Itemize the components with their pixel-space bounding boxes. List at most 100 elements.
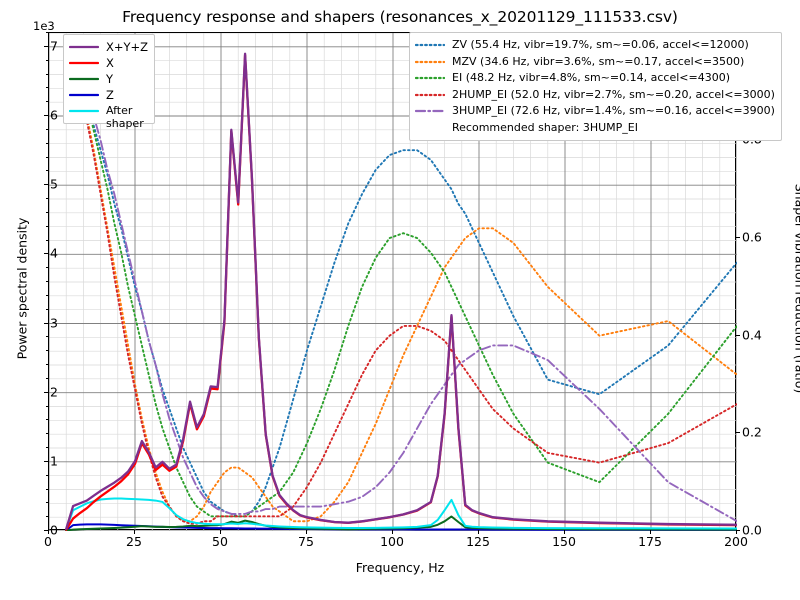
legend-item-zv[interactable]: ZV (55.4 Hz, vibr=19.7%, sm~=0.06, accel…	[415, 37, 775, 54]
y-right-tick-mark	[736, 530, 740, 531]
legend-key-icon	[69, 39, 99, 55]
legend-item-label: Z	[106, 88, 114, 102]
y-left-tick-mark	[44, 322, 48, 324]
y-left-minor-tick	[45, 170, 48, 172]
y-left-tick-label: 1	[50, 453, 58, 469]
legend-item-ei[interactable]: EI (48.2 Hz, vibr=4.8%, sm~=0.14, accel<…	[415, 70, 775, 87]
y-axis-left-label: Power spectral density	[14, 217, 30, 360]
legend-item-label: 2HUMP_EI (52.0 Hz, vibr=2.7%, sm~=0.20, …	[452, 87, 775, 101]
legend-shapers: ZV (55.4 Hz, vibr=19.7%, sm~=0.06, accel…	[409, 32, 782, 141]
y-left-minor-tick	[45, 433, 48, 435]
y-left-tick-mark	[44, 184, 48, 186]
y-left-minor-tick	[45, 156, 48, 158]
legend-key-icon	[415, 54, 445, 70]
y-right-tick-mark	[736, 237, 740, 239]
y-left-tick-mark	[44, 460, 48, 462]
y-left-tick-mark	[44, 391, 48, 393]
y-left-minor-tick	[45, 516, 48, 518]
legend-line-sample	[69, 61, 99, 65]
legend-item-label: After shaper	[106, 104, 144, 130]
legend-line-sample	[69, 45, 99, 49]
legend-item-label: Y	[106, 72, 114, 86]
legend-item-3hump_ei[interactable]: 3HUMP_EI (72.6 Hz, vibr=1.4%, sm~=0.16, …	[415, 103, 775, 120]
legend-key-icon	[415, 87, 445, 103]
curve-after-shaper	[65, 497, 737, 531]
x-tick-mark	[220, 530, 221, 534]
legend-key-icon	[69, 87, 99, 103]
y-left-minor-tick	[45, 267, 48, 269]
y-left-tick-label: 2	[50, 384, 58, 400]
x-tick-mark	[134, 530, 135, 534]
recommended-shaper-text: Recommended shaper: 3HUMP_EI	[452, 120, 638, 134]
x-tick-label: 100	[380, 534, 404, 549]
legend-item-label: 3HUMP_EI (72.6 Hz, vibr=1.4%, sm~=0.16, …	[452, 104, 775, 118]
y-left-tick-mark	[44, 253, 48, 255]
y-left-minor-tick	[45, 336, 48, 338]
y-left-tick-label: 4	[50, 245, 58, 261]
y-left-minor-tick	[45, 32, 48, 33]
y-left-minor-tick	[45, 364, 48, 365]
y-right-tick-label: 0.2	[742, 424, 762, 440]
y-left-tick-label: 7	[50, 38, 58, 54]
curve-z	[65, 523, 737, 531]
legend-item-after[interactable]: After shaper	[69, 103, 148, 130]
legend-response-traces: X+Y+Z X Y Z After shaper	[63, 34, 156, 130]
y-left-minor-tick	[45, 128, 48, 130]
legend-item-x[interactable]: X	[69, 55, 148, 71]
y-left-minor-tick	[45, 225, 48, 227]
y-left-tick-label: 5	[50, 176, 58, 192]
x-tick-label: 75	[298, 534, 314, 549]
legend-item-label: MZV (34.6 Hz, vibr=3.6%, sm~=0.17, accel…	[452, 54, 745, 68]
y-left-minor-tick	[45, 377, 48, 379]
legend-key-icon	[69, 71, 99, 87]
chart-title: Frequency response and shapers (resonanc…	[122, 8, 678, 26]
y-left-tick-label: 6	[50, 107, 58, 123]
y-axis-exponent-label: 1e3	[33, 19, 55, 33]
legend-item-y[interactable]: Y	[69, 71, 148, 87]
y-left-minor-tick	[45, 211, 48, 213]
curve-mzv	[65, 41, 737, 523]
y-right-tick-mark	[736, 432, 740, 434]
legend-item-2hump_ei[interactable]: 2HUMP_EI (52.0 Hz, vibr=2.7%, sm~=0.20, …	[415, 87, 775, 104]
y-left-tick-mark	[44, 45, 48, 47]
x-tick-label: 150	[552, 534, 576, 549]
legend-key-icon	[69, 55, 99, 71]
y-left-minor-tick	[45, 447, 48, 448]
legend-key-icon	[69, 103, 99, 119]
x-axis-label: Frequency, Hz	[355, 560, 445, 575]
x-tick-label: 125	[466, 534, 490, 549]
y-left-minor-tick	[45, 198, 48, 199]
y-left-minor-tick	[45, 419, 48, 421]
x-tick-mark	[650, 530, 651, 534]
y-left-tick-label: 3	[50, 315, 58, 330]
legend-line-sample	[415, 93, 445, 96]
legend-line-sample	[415, 43, 445, 47]
y-left-minor-tick	[45, 308, 48, 310]
legend-item-z[interactable]: Z	[69, 87, 148, 103]
y-left-minor-tick	[45, 474, 48, 476]
y-left-minor-tick	[45, 239, 48, 241]
y-right-tick-label: 0.6	[742, 229, 762, 245]
x-tick-label: 200	[724, 534, 748, 549]
x-tick-mark	[736, 530, 737, 534]
y-left-minor-tick	[45, 142, 48, 144]
x-tick-mark	[478, 530, 479, 534]
x-tick-label: 0	[44, 534, 52, 549]
y-left-minor-tick	[45, 350, 48, 352]
legend-key-icon	[415, 37, 445, 53]
legend-line-sample	[415, 110, 445, 113]
y-left-minor-tick	[45, 294, 48, 296]
y-left-minor-tick	[45, 87, 48, 89]
legend-line-sample	[415, 77, 445, 80]
x-tick-label: 25	[126, 534, 142, 549]
legend-item-x-y-z[interactable]: X+Y+Z	[69, 39, 148, 55]
legend-item-mzv[interactable]: MZV (34.6 Hz, vibr=3.6%, sm~=0.17, accel…	[415, 54, 775, 71]
y-right-tick-label: 0.4	[742, 327, 762, 343]
y-left-minor-tick	[45, 502, 48, 504]
y-left-tick-label: 0	[50, 522, 58, 538]
legend-item-label: X	[106, 56, 114, 70]
x-tick-mark	[48, 530, 49, 534]
legend-line-sample	[69, 93, 99, 97]
y-left-minor-tick	[45, 281, 48, 282]
